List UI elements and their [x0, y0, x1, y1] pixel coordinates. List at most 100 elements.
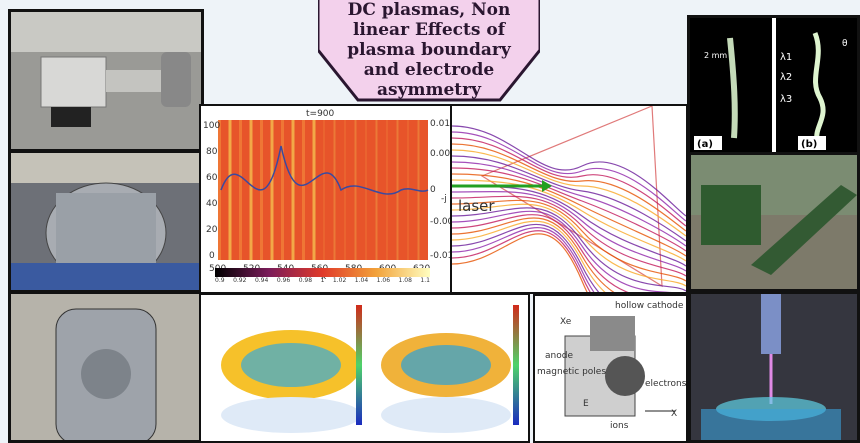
- heatmap-svg: t=900 500 520 540 560 580 600 620 x 100 …: [203, 109, 450, 282]
- colorbar-left: [356, 305, 362, 425]
- heatmap-stripe: [281, 120, 284, 260]
- heatmap-stripe: [249, 120, 253, 260]
- heatmap-stripe: [375, 120, 378, 260]
- machinery-illustration: [691, 155, 857, 289]
- label-x-axis: X: [671, 409, 677, 419]
- heatmap-stripe: [344, 120, 346, 260]
- heatmap-title: t=900: [306, 109, 335, 119]
- vacuum-chamber-illustration: [11, 153, 201, 290]
- colorbar-tick: 1.04: [354, 277, 369, 284]
- photo-plasma-device: [8, 9, 204, 152]
- colorbar-tick: 1: [320, 277, 325, 284]
- y-tick: 0: [209, 251, 215, 261]
- lambda-2: λ2: [780, 72, 792, 83]
- colorbar-right: [513, 305, 519, 425]
- plasma-device-illustration: [11, 12, 201, 149]
- right-tick: 0.005: [430, 149, 450, 159]
- label-xe: Xe: [560, 317, 572, 327]
- laser-svg: laser: [452, 106, 686, 292]
- heatmap-stripe: [228, 120, 232, 260]
- heatmap-colorbar: 0.9 0.92 0.94 0.96 0.98 1 1.02 1.04 1.06…: [215, 268, 430, 292]
- laser-ray: [452, 210, 672, 292]
- laser-ray: [452, 233, 588, 292]
- laser-ray: [452, 203, 686, 287]
- heatmap-stripe: [333, 120, 336, 260]
- label-e-field: E: [583, 399, 589, 409]
- y-ticks: 100 80 60 40 20 0: [203, 121, 220, 261]
- photo-plasma-jet: [688, 291, 860, 443]
- laser-ray: [452, 155, 686, 242]
- filament-figure: 2 mm λ1 λ2 λ3 θ (a) (b): [687, 15, 860, 155]
- banner-line-4: and electrode: [363, 60, 495, 80]
- laser-ray: [452, 230, 591, 292]
- colorbar-tick: 0.9: [215, 277, 225, 284]
- right-tick: 0: [430, 185, 436, 195]
- cathode-svg: Xe hollow cathode anode magnetic poles e…: [537, 301, 686, 431]
- panel-b-label: (b): [801, 139, 817, 150]
- banner-shape: [318, 0, 540, 102]
- photo-vacuum-chamber: [8, 150, 204, 293]
- y-tick: 100: [203, 121, 220, 131]
- heatmap-stripe: [323, 120, 325, 260]
- heatmap-stripe: [407, 120, 409, 260]
- panel-a-label: (a): [697, 139, 713, 150]
- laser-ray: [452, 217, 615, 292]
- y-tick: 40: [206, 199, 218, 209]
- laser-ray: [452, 223, 600, 292]
- laser-ray: [452, 220, 606, 292]
- heatmap-stripe: [365, 120, 367, 260]
- label-anode: anode: [545, 351, 573, 361]
- banner-text: DC plasmas, Non linear Effects of plasma…: [318, 0, 540, 100]
- colorbar-tick: 0.92: [233, 277, 247, 284]
- heatmap-stripe: [312, 120, 316, 260]
- x-label: x: [321, 272, 327, 282]
- laser-ray: [452, 149, 686, 237]
- right-ticks: 0.01 0.005 0 -0.005 -0.01: [430, 119, 450, 261]
- colorbar-tick: 1.1: [420, 277, 430, 284]
- laser-ray: [452, 199, 686, 282]
- laser-ray: [452, 167, 686, 252]
- laser-ray: [452, 161, 686, 247]
- filament-svg: 2 mm λ1 λ2 λ3 θ (a) (b): [690, 18, 857, 152]
- laser-ray: [452, 207, 686, 292]
- scale-label: 2 mm: [704, 51, 727, 60]
- label-electrons: electrons: [645, 379, 686, 389]
- banner-line-5: asymmetry: [377, 80, 481, 100]
- filament-a: [727, 37, 738, 139]
- y-tick: 80: [206, 147, 218, 157]
- laser-ray: [452, 131, 686, 222]
- y-tick: 20: [206, 225, 218, 235]
- colorbar-tick: 1.06: [376, 277, 391, 284]
- label-hollow-cathode: hollow cathode: [615, 301, 684, 311]
- heatmap-area: [218, 120, 428, 260]
- heatmap-stripe: [291, 120, 295, 260]
- chamber-front-illustration: [11, 294, 201, 440]
- laser-arrow-icon: [542, 180, 552, 192]
- laser-ray: [452, 143, 686, 232]
- laser-ray: [452, 179, 686, 262]
- right-tick: -0.005: [430, 217, 450, 227]
- heatmap-stripe: [386, 120, 388, 260]
- plasma-jet-illustration: [691, 294, 857, 440]
- topic-banner: DC plasmas, Non linear Effects of plasma…: [318, 0, 540, 102]
- lambda-3: λ3: [780, 94, 792, 105]
- y-tick: 60: [206, 173, 218, 183]
- banner-line-3: plasma boundary: [347, 40, 511, 60]
- colorbar-tick: 0.96: [276, 277, 291, 284]
- colorbar-tick: 0.98: [298, 277, 313, 284]
- banner-line-1: DC plasmas, Non: [347, 0, 511, 20]
- heatmap-stripe: [218, 120, 221, 260]
- photo-machinery: [688, 152, 860, 292]
- colorbar-gradient: [215, 268, 430, 277]
- heatmap-stripe: [239, 120, 242, 260]
- heatmap-figure: t=900 500 520 540 560 580 600 620 x 100 …: [199, 104, 452, 294]
- right-tick: 0.01: [430, 119, 450, 129]
- label-magnetic-poles: magnetic poles: [537, 367, 606, 377]
- heatmap-stripe: [270, 120, 274, 260]
- banner-line-2: linear Effects of: [352, 20, 506, 40]
- right-axis-label: -j: [441, 194, 447, 204]
- laser-ray: [452, 173, 686, 257]
- surface-svg: [221, 305, 519, 433]
- filament-b: [812, 32, 826, 144]
- laser-ray: [452, 214, 629, 292]
